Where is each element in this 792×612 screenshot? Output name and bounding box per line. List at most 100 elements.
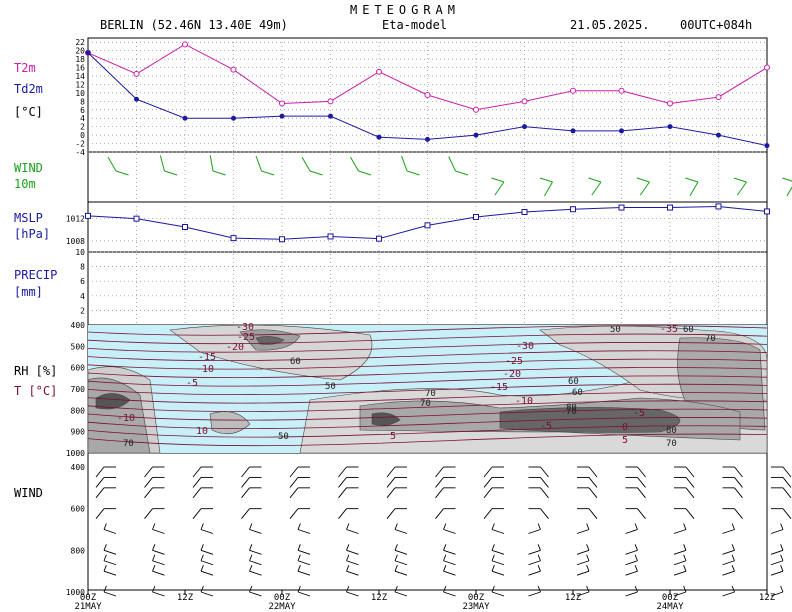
rh-tick-label: 500 [71,342,86,351]
wind-profile-barb [394,549,408,555]
wind-profile-barb [152,549,165,555]
wind10-barb [115,170,129,176]
wind-profile-barb [200,570,214,576]
wind-profile-barb [722,529,735,534]
wind-profile-barb [152,544,156,551]
wind-profile-barb [683,554,687,561]
wind-profile-barb [394,529,408,534]
temp-contour [87,383,768,395]
wind-profile-barb [95,477,105,488]
wind-profile-barb [103,570,117,576]
x-date-label: 24MAY [656,602,684,612]
wind-profile-barb [103,554,107,561]
temp-tick-label: 6 [80,106,85,115]
wind-profile-barb [734,466,743,478]
wind10-barb [639,181,650,196]
wind-profile-barb [734,487,743,499]
wind10-barb [159,155,165,172]
wind-profile-barb [483,477,493,488]
rh-contour-label: 80 [666,426,677,436]
x-date-label: 23MAY [462,602,490,612]
wind-profile-barb [731,544,735,551]
temp-contour-label: -25 [237,332,255,343]
precip-tick-label: 2 [80,306,85,315]
wind-profile-barb [152,523,156,530]
precip-label: PRECIP [14,268,57,282]
wind-profile-barb [673,591,687,597]
td2m-point [716,132,721,138]
wind-profile-barb [241,466,250,478]
temp-contour [87,333,768,345]
wind-profile-barb [588,487,598,499]
wind-profile-barb [443,529,456,534]
wind10-barb [406,170,420,176]
wind-profile-barb [491,585,495,593]
td2m-point [667,124,673,130]
wind-profile-barb [297,560,311,566]
wind10-barb [255,155,262,172]
t2m-point [521,98,528,105]
mslp-point [521,209,528,215]
mslp-point [570,206,576,213]
wind-profile-barb [491,544,495,551]
wind10-barb [261,170,275,176]
wind-profile-barb [297,549,311,555]
wind-profile-barb [103,549,117,555]
wind-profile-barb [491,529,505,534]
temp-tick-label: 18 [75,55,85,64]
wind-profile-barb [200,554,204,561]
wind-profile-barb [103,560,117,566]
rh-label: RH [%] [14,364,57,378]
wind-profile-barb [289,487,299,499]
rh-contour-label: 70 [666,439,677,449]
td2m-point [473,132,479,138]
wind-profile-barb [435,477,444,488]
precip-tick-label: 8 [80,263,85,272]
wind-profile-barb [528,591,541,597]
td2m-point [85,50,91,56]
wind10-barb [164,170,178,176]
wind-profile-barb [200,549,214,555]
wind-profile-barb [483,508,493,519]
wind-profile-barb [722,549,735,555]
td2m-label: Td2m [14,82,43,96]
wind10-barb [309,170,323,176]
wind-profile-barb [192,477,202,488]
precip-tick-label: 4 [80,292,85,301]
rh-contour-label: 60 [568,377,579,387]
rh-tick-label: 600 [71,364,86,373]
wind-profile-barb [241,508,250,519]
wind-profile-barb [249,523,253,530]
wind-profile-barb [782,466,792,478]
temp-contour-label: 5 [390,431,396,442]
wind-profile-barb [435,508,444,519]
wind-profile-barb [782,477,792,488]
wind-profile-barb [540,508,549,519]
wind10-barb [491,177,505,183]
wind-profile-barb [200,591,214,597]
wind-profile-barb [782,508,792,519]
wind-profile-barb [297,585,301,593]
wind-profile-barb [576,529,590,534]
t2m-point [133,70,140,77]
wind-profile-barb [103,544,107,551]
wind-profile-barb [200,529,214,534]
temp-tick-label: -2 [75,140,85,149]
rh-contour-label: 50 [278,432,289,442]
x-time-label: 12Z [371,593,388,603]
wind-profile-barb [95,508,105,519]
wind-profile-barb [683,523,687,530]
wind-profile-barb [731,554,735,561]
wind-profile-barb [192,487,202,499]
wind-profile-barb [576,591,590,597]
temp-contour [87,375,768,387]
wind-profile-barb [103,585,107,593]
x-date-label: 22MAY [268,602,296,612]
wind-profile-barb [634,585,638,593]
wind-profile-barb [95,487,105,499]
wind-profile-barb [586,523,590,530]
wind-profile-tick-label: 1000 [66,588,85,597]
temp-contour [87,358,768,370]
wind10-barb [209,155,214,172]
